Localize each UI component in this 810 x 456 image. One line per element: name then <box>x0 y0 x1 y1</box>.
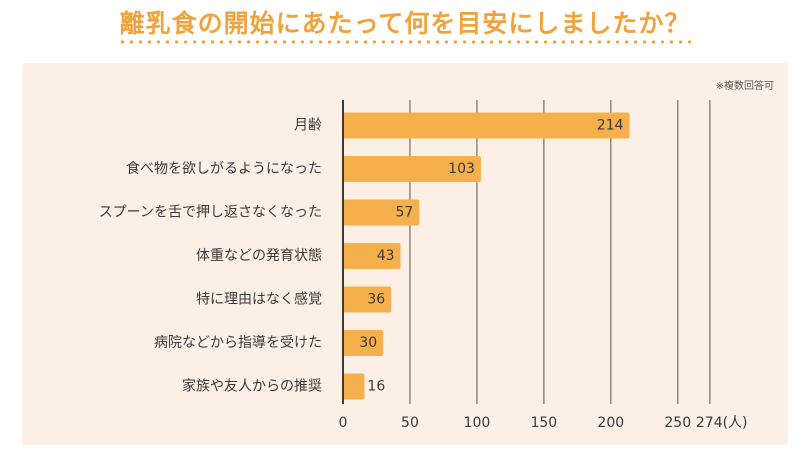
category-label-0: 月齢 <box>294 118 322 134</box>
chart-title: 離乳食の開始にあたって何を目安にしましたか？ <box>119 9 691 38</box>
multiple-answer-note: ※複数回答可 <box>715 81 774 92</box>
value-label-3: 43 <box>377 248 395 264</box>
value-label-0: 214 <box>597 118 624 134</box>
value-label-4: 36 <box>367 292 385 308</box>
value-label-5: 30 <box>359 335 377 351</box>
category-label-4: 特に理由はなく感覚 <box>196 291 322 308</box>
x-tick-label-6: 274(人) <box>696 415 748 431</box>
x-tick-label-4: 200 <box>597 415 624 431</box>
category-label-6: 家族や友人からの推奨 <box>182 378 322 395</box>
x-tick-label-2: 100 <box>464 415 491 431</box>
value-label-2: 57 <box>395 205 413 221</box>
bar-0 <box>343 112 630 139</box>
bar-3 <box>343 243 401 269</box>
value-label-6: 16 <box>367 379 385 395</box>
x-tick-label-1: 50 <box>401 415 419 431</box>
bar-2 <box>343 199 420 226</box>
bar-5 <box>343 330 384 356</box>
category-label-2: スプーンを舌で押し返さなくなった <box>99 205 322 221</box>
bar-6 <box>343 373 365 400</box>
category-label-5: 病院などから指導を受けた <box>154 335 322 351</box>
bar-1 <box>343 156 481 182</box>
dotted-divider <box>118 40 696 44</box>
value-label-1: 103 <box>448 161 475 177</box>
category-label-1: 食べ物を欲しがるようになった <box>126 160 322 177</box>
bar-4 <box>343 286 392 313</box>
x-tick-label-5: 250 <box>664 415 691 431</box>
x-tick-label-3: 150 <box>530 415 557 431</box>
category-label-3: 体重などの発育状態 <box>196 248 322 264</box>
x-tick-label-0: 0 <box>339 415 348 431</box>
